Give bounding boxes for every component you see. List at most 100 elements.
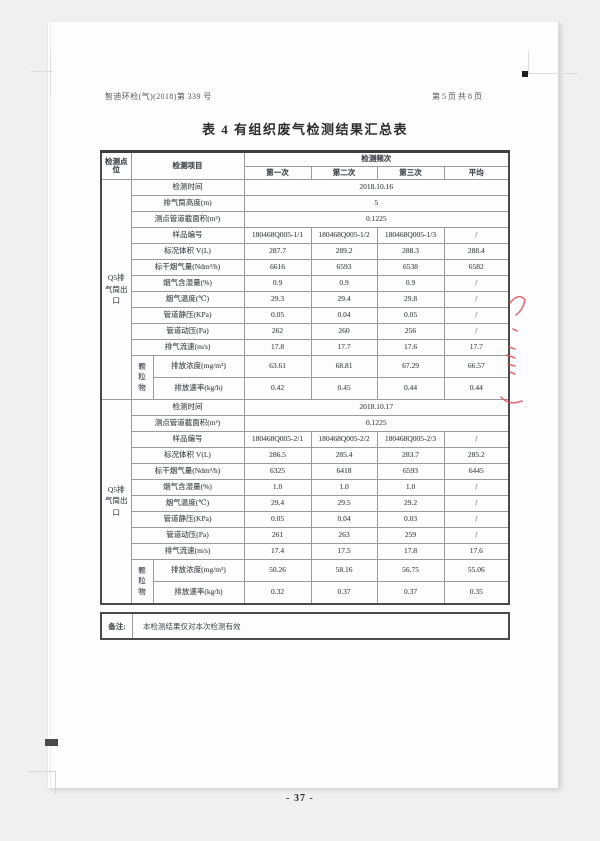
cell-value: /: [443, 527, 510, 544]
cell-value: 2018.10.17: [243, 399, 510, 416]
row-label: 样品编号: [130, 227, 245, 244]
point-cell: Q5排气筒出口: [100, 179, 132, 400]
cell-value: 259: [376, 527, 445, 544]
cell-value: 17.6: [376, 339, 445, 356]
table-row: 排放速率(kg/h) 0.32 0.37 0.37 0.35: [101, 581, 510, 604]
cell-value: 1.0: [376, 479, 445, 496]
point-cell: Q5排气筒出口: [100, 399, 132, 604]
header-time-1: 第一次: [243, 166, 312, 180]
cell-value: 288.3: [376, 243, 445, 260]
cell-value: 0.44: [376, 377, 445, 400]
table-row: 烟气含湿量(%) 0.9 0.9 0.9 /: [101, 275, 510, 292]
cell-value: 0.9: [376, 275, 445, 292]
row-label: 管道静压(KPa): [130, 307, 245, 324]
row-label: 标干烟气量(Ndm³/h): [130, 259, 245, 276]
cell-value: 6538: [376, 259, 445, 276]
row-label: 烟气含湿量(%): [130, 275, 245, 292]
cell-value: 289.2: [310, 243, 378, 260]
document-number: 智迪环检(气)(2018)第 339 号: [105, 92, 212, 101]
row-label: 检测时间: [130, 399, 245, 416]
cell-value: 260: [310, 323, 378, 340]
table-title: 表 4 有组织废气检测结果汇总表: [201, 122, 408, 137]
remark-text: 本检测结果仅对本次检测有效: [143, 621, 241, 631]
row-label: 管道动压(Pa): [130, 527, 245, 544]
cell-value: 285.2: [443, 447, 510, 464]
remark-box: 备注: 本检测结果仅对本次检测有效: [100, 612, 510, 640]
table-row: 管道静压(KPa) 0.05 0.04 0.05 /: [101, 307, 510, 324]
cell-value: 6445: [443, 463, 510, 480]
row-label: 测点管道截面积(m²): [130, 211, 245, 228]
cell-value: 17.7: [310, 339, 378, 356]
cell-value: 29.8: [376, 291, 445, 308]
table-row: 标干烟气量(Ndm³/h) 6616 6593 6538 6582: [101, 259, 510, 276]
cell-value: 63.61: [243, 355, 312, 378]
cell-value: 0.32: [243, 581, 312, 604]
cell-value: /: [443, 495, 510, 512]
cell-value: 68.81: [310, 355, 378, 378]
row-label: 排气筒高度(m): [130, 195, 245, 212]
cell-value: 283.7: [376, 447, 445, 464]
cell-value: 262: [243, 323, 312, 340]
cell-value: 17.8: [243, 339, 312, 356]
table-row: Q5排气筒出口 检测时间 2018.10.17: [100, 399, 510, 604]
cell-value: 288.4: [443, 243, 510, 260]
cell-value: 6582: [443, 259, 510, 276]
table-row: 烟气温度(℃) 29.4 29.5 29.2 /: [101, 495, 510, 512]
table-row: 管道动压(Pa) 261 263 259 /: [101, 527, 510, 544]
cell-value: 180468Q005-2/1: [243, 431, 312, 448]
row-label: 测点管道截面积(m²): [130, 415, 245, 432]
row-label: 标况体积 V(L): [130, 447, 245, 464]
row-label: 标况体积 V(L): [130, 243, 245, 260]
cell-value: 0.03: [376, 511, 445, 528]
row-label: 排放浓度(mg/m³): [152, 559, 245, 582]
cell-value: 285.4: [310, 447, 378, 464]
cell-value: 6418: [310, 463, 378, 480]
black-square-mark: [522, 71, 528, 77]
cell-value: 0.05: [376, 307, 445, 324]
cell-value: 67.29: [376, 355, 445, 378]
table-row: 管道静压(KPa) 0.05 0.04 0.03 /: [101, 511, 510, 528]
registration-mark-bottom-left: [28, 771, 56, 772]
cell-value: 0.04: [310, 511, 378, 528]
cell-value: 0.9: [243, 275, 312, 292]
table-row: 测点管道截面积(m²) 0.1225: [101, 415, 510, 432]
cell-value: 180468Q005-2/3: [376, 431, 445, 448]
cell-value: 17.4: [243, 543, 312, 560]
cell-value: 263: [310, 527, 378, 544]
row-label: 标干烟气量(Ndm³/h): [130, 463, 245, 480]
cell-value: 180468Q005-1/2: [310, 227, 378, 244]
row-label: 检测时间: [130, 179, 245, 196]
cell-value: 17.8: [376, 543, 445, 560]
header-average: 平均: [443, 166, 510, 180]
cell-value: 29.3: [243, 291, 312, 308]
cell-value: 50.26: [243, 559, 312, 582]
cell-value: 58.16: [310, 559, 378, 582]
table-row: Q5排气筒出口 检测时间 2018.10.16: [100, 179, 510, 400]
row-label: 管道动压(Pa): [130, 323, 245, 340]
cell-value: 6616: [243, 259, 312, 276]
pollutant-group-cell: 颗粒物: [130, 559, 154, 604]
cell-value: 0.04: [310, 307, 378, 324]
cell-value: 0.45: [310, 377, 378, 400]
header-frequency: 检测频次: [243, 151, 510, 167]
cell-value: 2018.10.16: [243, 179, 510, 196]
table-row: 排气流速(m/s) 17.8 17.7 17.6 17.7: [101, 339, 510, 356]
row-label: 排气流速(m/s): [130, 339, 245, 356]
table-row: 排气筒高度(m) 5: [101, 195, 510, 212]
red-pen-annotation: [500, 295, 526, 404]
cell-value: 6325: [243, 463, 312, 480]
registration-mark-top-right: [529, 73, 578, 74]
row-label: 烟气温度(℃): [130, 291, 245, 308]
table-row: 烟气温度(℃) 29.3 29.4 29.8 /: [101, 291, 510, 308]
table-row: 标况体积 V(L) 287.7 289.2 288.3 288.4: [101, 243, 510, 260]
remark-label: 备注:: [102, 614, 133, 638]
row-label: 排放速率(kg/h): [152, 581, 245, 604]
cell-value: /: [443, 479, 510, 496]
table-row: 排放速率(kg/h) 0.42 0.45 0.44 0.44: [101, 377, 510, 400]
table-row: 管道动压(Pa) 262 260 256 /: [101, 323, 510, 340]
table-row: 标况体积 V(L) 286.5 285.4 283.7 285.2: [101, 447, 510, 464]
cell-value: 55.06: [443, 559, 510, 582]
table-row: 颗粒物 排放浓度(mg/m³) 63.61 68.81 67.29 66.57: [101, 355, 510, 400]
row-label: 排气流速(m/s): [130, 543, 245, 560]
